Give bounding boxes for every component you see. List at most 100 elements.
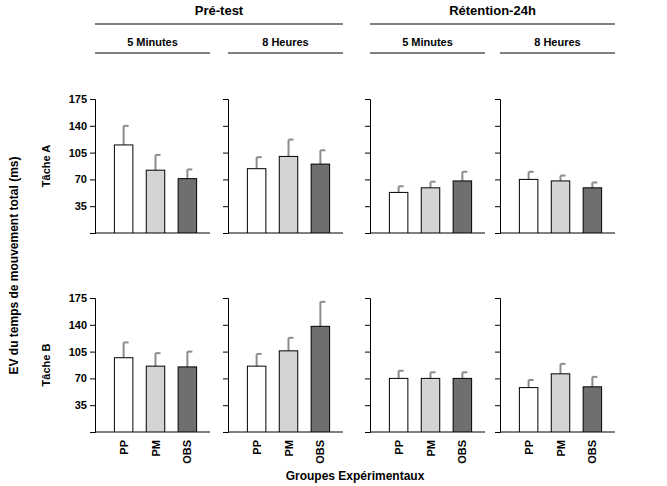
y-tick-mark [90,325,95,326]
plot-marks [114,342,196,432]
phase-rule [95,24,343,25]
y-axis [223,100,229,234]
plot-marks [389,371,471,432]
bar [311,164,329,233]
y-axis-line [495,100,501,234]
y-tick-mark [495,206,500,207]
category-label: OBS [181,440,193,464]
phase-title: Pré-test [195,3,244,18]
bar [114,358,132,432]
y-tick [365,352,370,353]
error-cap [561,363,566,365]
plot-marks [247,140,329,233]
y-tick [495,126,500,127]
y-axis [495,299,501,433]
bar [247,169,265,233]
error-cap [289,139,294,141]
error-bar [591,377,593,387]
y-tick [495,352,500,353]
bar [421,188,439,233]
y-tick-label: 140 [69,120,87,132]
y-tick: 35 [75,200,95,212]
y-axis-line [90,100,96,234]
error-cap [529,171,534,173]
y-tick-mark [223,298,228,299]
plot-marks [114,126,196,233]
y-tick-mark [90,405,95,406]
y-tick-mark [365,179,370,180]
error-bar [461,172,463,181]
y-tick-label: 175 [69,93,87,105]
error-bar [186,352,188,367]
y-tick-label: 70 [75,173,87,185]
condition-title: 8 Heures [262,36,308,48]
y-tick-mark [223,99,228,100]
y-tick: 140 [69,120,95,132]
y-tick [223,325,228,326]
y-tick-mark [223,405,228,406]
bar [389,378,407,432]
bar [311,326,329,432]
condition-rule [228,53,343,54]
y-tick-mark [365,405,370,406]
y-tick-mark [223,126,228,127]
category-label: PP [118,440,130,455]
y-axis-title: EV du temps de mouvement total (ms) [7,156,21,374]
category-label: OBS [586,440,598,464]
category-label: PM [283,440,295,457]
y-tick-mark [365,126,370,127]
y-axis [223,299,229,433]
y-tick [365,298,370,299]
error-cap [257,156,262,158]
y-tick-mark [90,126,95,127]
y-tick [495,298,500,299]
bar [146,366,164,432]
y-tick [365,325,370,326]
plot-marks [519,364,601,432]
error-cap [592,181,597,183]
error-cap [124,125,129,127]
bar [519,388,537,432]
error-bar [155,353,157,366]
y-tick-mark [90,99,95,100]
y-tick-mark [365,153,370,154]
bar [453,181,471,233]
y-tick [495,405,500,406]
error-cap [187,351,192,353]
y-tick-label: 140 [69,319,87,331]
y-axis-line [495,299,501,433]
error-cap [156,154,161,156]
error-bar [528,172,530,180]
error-cap [399,370,404,372]
error-bar [288,140,290,157]
y-axis-line [223,100,229,234]
y-tick: 70 [75,372,95,384]
error-bar [398,371,400,379]
y-tick-mark [223,179,228,180]
error-cap [124,341,129,343]
error-cap [561,175,566,177]
category-label: PP [523,440,535,455]
condition-title: 5 Minutes [127,36,178,48]
y-tick-label: 105 [69,147,87,159]
error-bar [123,126,125,145]
y-tick [223,179,228,180]
y-tick-label: 70 [75,372,87,384]
y-tick-mark [90,378,95,379]
bar [146,170,164,233]
y-tick [223,378,228,379]
error-bar [528,380,530,388]
y-tick [365,126,370,127]
y-tick [223,298,228,299]
y-tick-label: 35 [75,399,87,411]
bar [583,188,601,233]
plot-marks [389,172,471,233]
bar [453,378,471,432]
y-tick [223,153,228,154]
error-cap [320,301,325,303]
error-cap [529,379,534,381]
y-tick-mark [90,352,95,353]
error-cap [431,371,436,373]
y-tick-mark [223,352,228,353]
error-cap [257,353,262,355]
